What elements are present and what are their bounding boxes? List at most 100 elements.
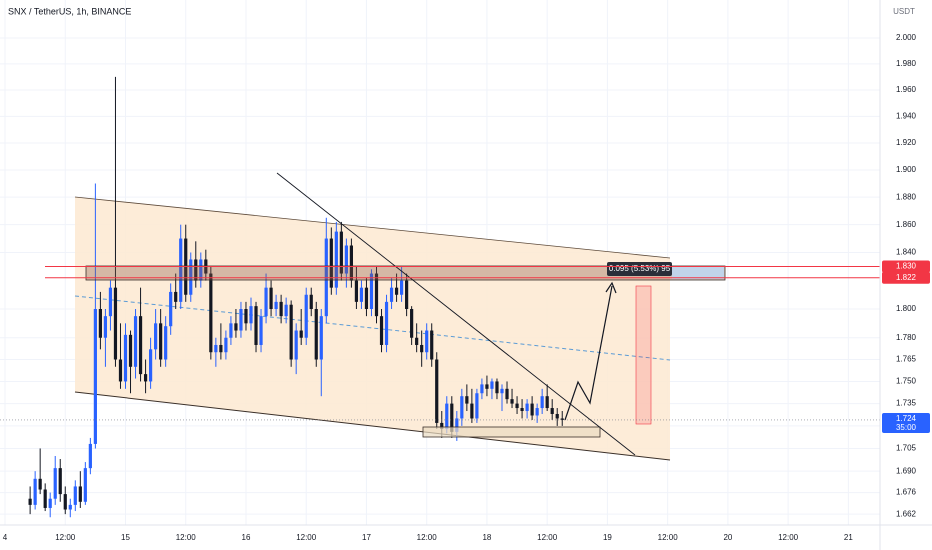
candle-body (555, 413, 559, 419)
candle-body (374, 273, 379, 317)
candle-body (179, 238, 183, 302)
candle-body (430, 330, 434, 360)
candle-body (319, 316, 323, 360)
candle-body (123, 334, 128, 382)
x-tick-label: 4 (3, 533, 8, 542)
candle-body (214, 344, 218, 353)
candle-body (78, 486, 82, 502)
measure-label: 0.095 (5.53%) 95 (609, 264, 671, 273)
candle-body (420, 344, 424, 353)
candle-body (194, 259, 198, 281)
candle-body (279, 301, 283, 317)
countdown-label: 35:00 (896, 423, 917, 432)
x-tick-label: 20 (723, 533, 732, 542)
y-tick-label: 1.980 (896, 59, 917, 68)
x-tick-label: 12:00 (778, 533, 799, 542)
candle-body (525, 403, 529, 412)
candle-body (510, 399, 514, 404)
arrow-head (605, 281, 617, 294)
candle-body (169, 291, 173, 327)
channel-top (74, 196, 671, 259)
measure-label-box (607, 262, 672, 276)
candle-body (314, 309, 318, 360)
candle-body (490, 381, 494, 389)
channel-bottom (74, 391, 671, 461)
candle-body (500, 388, 504, 394)
candle-body (550, 408, 554, 414)
candle-body (435, 359, 439, 423)
x-tick-label: 12:00 (658, 533, 679, 542)
price-line-label: 1.822 (896, 273, 917, 282)
candle-body (108, 287, 113, 317)
y-tick-label: 1.690 (896, 466, 917, 475)
candle-body (384, 301, 389, 345)
overlay-layer (0, 265, 880, 421)
candle-body (143, 374, 148, 382)
candle-body (394, 287, 399, 295)
candle-body (118, 359, 123, 382)
candle-body (164, 326, 168, 360)
candle-body (445, 403, 449, 429)
candle-body (344, 245, 348, 274)
candle-body (475, 393, 479, 419)
y-tick-label: 1.676 (896, 488, 917, 497)
candle-body (63, 494, 67, 510)
measure-highlight (672, 267, 724, 279)
channel-fill (75, 197, 670, 460)
y-tick-label: 1.735 (896, 399, 917, 408)
candle-body (339, 231, 343, 274)
x-tick-label: 12:00 (417, 533, 438, 542)
y-tick-label: 1.880 (896, 192, 917, 201)
x-tick-label: 12:00 (296, 533, 317, 542)
candle-body (560, 418, 564, 420)
candle-body (28, 498, 32, 505)
y-tick-label: 2.000 (896, 33, 917, 42)
candle-body (254, 306, 258, 345)
candle-body (229, 323, 233, 338)
candle-body (389, 287, 394, 302)
candle-body (269, 287, 273, 310)
candle-body (224, 337, 228, 353)
candle-body (53, 468, 57, 499)
candle-body (219, 344, 223, 353)
candle-body (113, 287, 118, 360)
y-tick-label: 1.940 (896, 111, 917, 120)
candle-body (299, 330, 303, 338)
measure-range (635, 285, 652, 425)
candle-body (174, 291, 178, 302)
candle-body (148, 349, 153, 382)
x-tick-label: 21 (844, 533, 853, 542)
candle-body (399, 280, 404, 295)
candle-body (209, 273, 213, 353)
candle-layer (28, 76, 564, 518)
candle-body (329, 238, 333, 288)
candle-body (138, 316, 143, 375)
candle-body (470, 403, 474, 419)
price-line-box (882, 271, 930, 284)
candle-body (530, 403, 534, 416)
candle-body (369, 273, 374, 310)
candle-body (359, 287, 364, 302)
y-tick-label: 1.920 (896, 138, 917, 147)
x-tick-label: 12:00 (55, 533, 76, 542)
support-zone (422, 426, 601, 438)
candle-body (244, 309, 248, 324)
projection-arrow (564, 285, 613, 421)
x-tick-label: 15 (121, 533, 130, 542)
y-tick-label: 1.840 (896, 248, 917, 257)
x-tick-label: 19 (603, 533, 612, 542)
candle-body (425, 330, 429, 353)
candle-body (68, 504, 72, 510)
candle-body (410, 309, 414, 338)
candle-body (234, 323, 238, 331)
candle-body (540, 396, 544, 409)
candle-body (515, 403, 519, 409)
y-tick-label: 1.900 (896, 165, 917, 174)
candle-body (405, 280, 409, 310)
candle-body (259, 316, 263, 345)
candle-body (264, 287, 268, 317)
candle-body (239, 309, 243, 331)
candle-body (450, 403, 454, 432)
chart-title: SNX / TetherUS, 1h, BINANCE (8, 6, 131, 16)
y-tick-label: 1.662 (896, 509, 917, 518)
